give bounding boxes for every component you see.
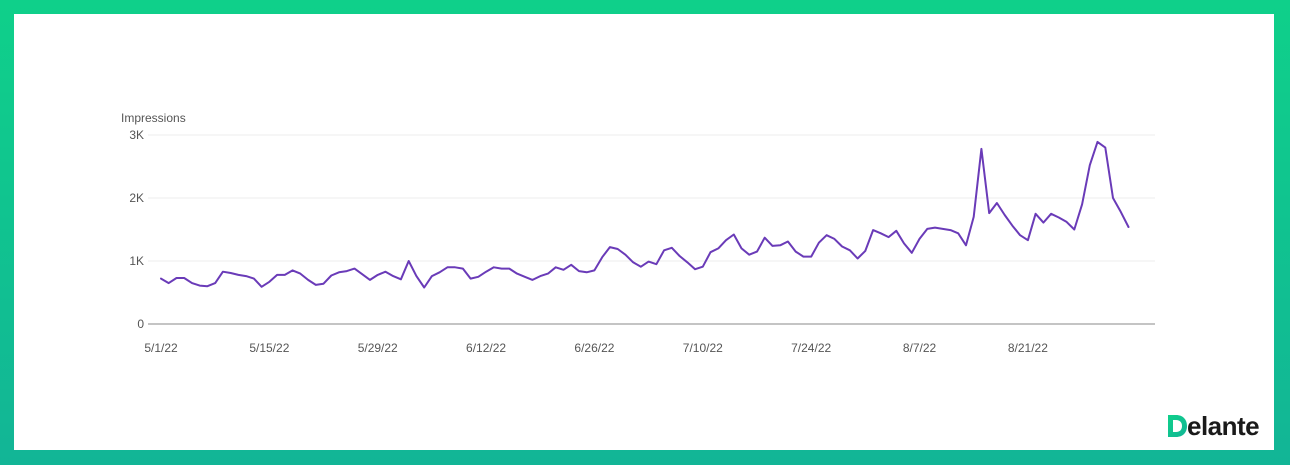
axis-layer: 0 1K 2K 3K 5/1/22 5/15/22 5/29/22 6/12/22 6/26/2… <box>129 128 1155 355</box>
delante-logo: elante <box>1166 410 1260 442</box>
delante-logo-text: elante <box>1187 411 1260 441</box>
y-tick-label: 0 <box>137 317 144 331</box>
y-tick-label: 1K <box>129 254 144 268</box>
impressions-chart: 0 1K 2K 3K 5/1/22 5/15/22 5/29/22 6/12/22 6/26/2… <box>121 111 1155 355</box>
x-tick-label: 8/7/22 <box>903 341 937 355</box>
x-tick-label: 6/12/22 <box>466 341 506 355</box>
series-line-impressions <box>160 140 1130 289</box>
series-layer <box>160 140 1130 289</box>
x-tick-label: 5/1/22 <box>144 341 178 355</box>
x-tick-label: 5/29/22 <box>358 341 398 355</box>
grid-layer <box>148 134 1155 262</box>
x-tick-label: 8/21/22 <box>1008 341 1048 355</box>
x-tick-label: 6/26/22 <box>574 341 614 355</box>
x-tick-label: 7/10/22 <box>683 341 723 355</box>
y-tick-label: 3K <box>129 128 144 142</box>
x-tick-label: 7/24/22 <box>791 341 831 355</box>
y-tick-label: 2K <box>129 191 144 205</box>
delante-logo-mark <box>1168 415 1187 437</box>
y-axis-title: Impressions <box>121 111 186 125</box>
x-tick-label: 5/15/22 <box>249 341 289 355</box>
chart-card: 0 1K 2K 3K 5/1/22 5/15/22 5/29/22 6/12/22 6/26/2… <box>14 14 1274 450</box>
